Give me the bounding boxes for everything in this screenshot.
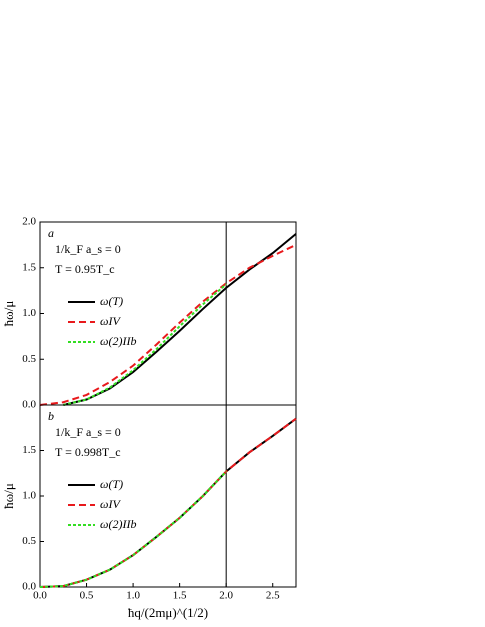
x-axis-label: ħq/(2mμ)^(1/2) [128,605,208,620]
x-tick-label: 0.0 [33,590,47,602]
panel-label: a [48,226,54,240]
annotation: T = 0.998T_c [55,445,121,459]
y-tick-label: 0.0 [22,581,36,593]
legend-label: ω(2)IIb [100,517,136,531]
legend-label: ω(2)IIb [100,334,136,348]
y-axis-label: ħω/μ [1,301,16,327]
annotation: T = 0.95T_c [55,262,115,276]
series-line [39,470,227,588]
x-tick-label: 1.0 [126,590,140,602]
y-tick-label: 1.0 [22,307,36,319]
y-tick-label: 1.5 [22,444,36,456]
x-tick-label: 2.5 [266,590,280,602]
y-tick-label: 0.5 [22,535,36,547]
series-line [63,233,297,406]
panel-label: b [48,409,54,423]
y-tick-label: 1.0 [22,490,36,502]
series-line [39,417,297,588]
y-tick-label: 0.0 [22,399,36,411]
x-tick-label: 2.0 [219,590,233,602]
legend-label: ω(T) [100,294,123,308]
annotation: 1/k_F a_s = 0 [55,242,121,256]
legend-label: ω(T) [100,477,123,491]
x-tick-label: 0.5 [80,590,94,602]
y-axis-label: ħω/μ [1,483,16,509]
y-tick-label: 1.5 [22,261,36,273]
annotation: 1/k_F a_s = 0 [55,425,121,439]
x-tick-label: 1.5 [173,590,187,602]
y-tick-label: 0.5 [22,353,36,365]
series-line [39,243,297,406]
legend-label: ωIV [100,314,121,328]
y-tick-label: 2.0 [22,216,36,228]
legend-label: ωIV [100,497,121,511]
